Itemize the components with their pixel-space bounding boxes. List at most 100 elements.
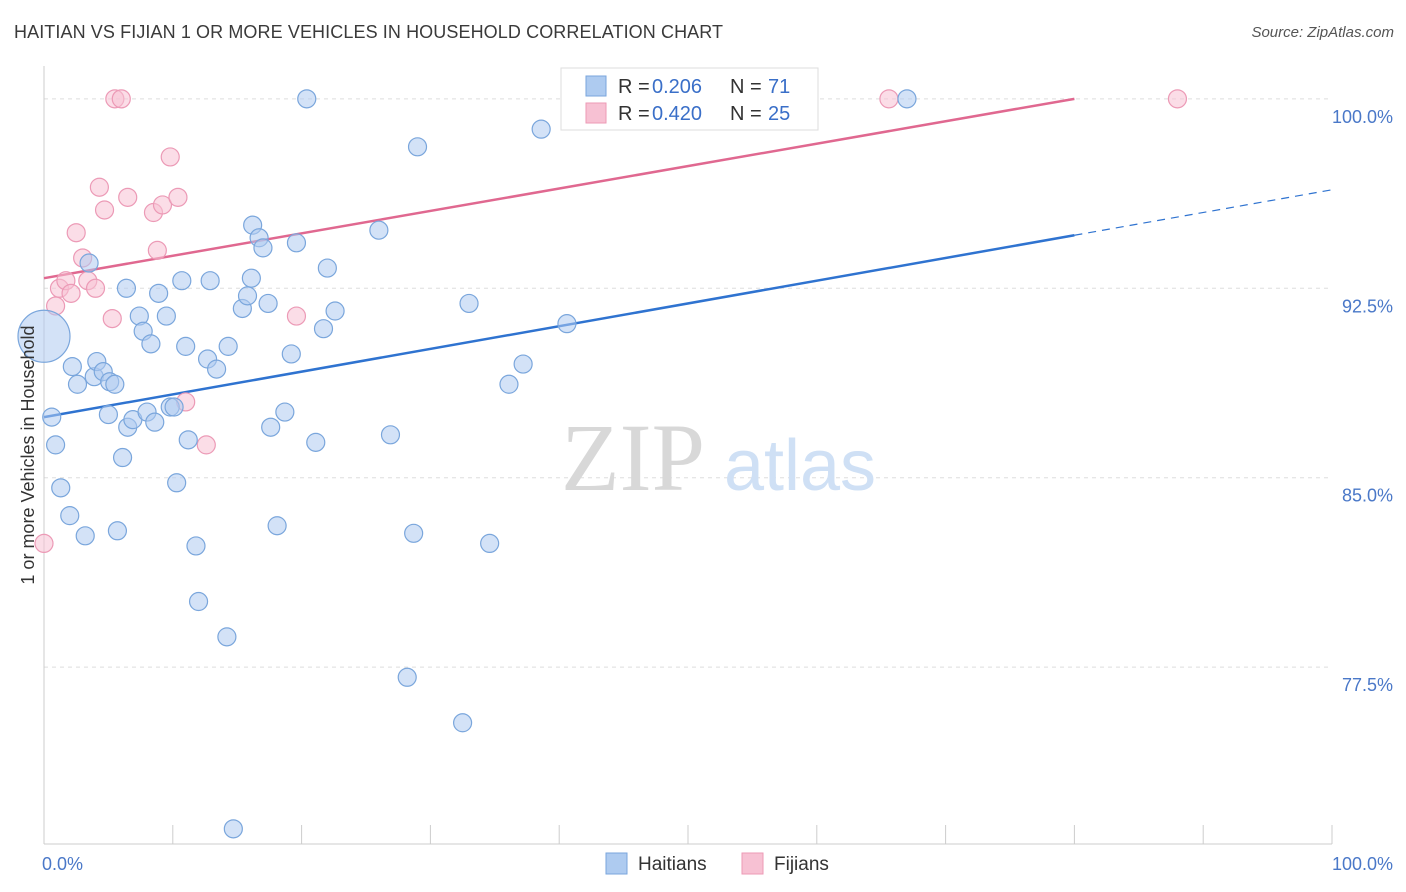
haitian-point: [297, 89, 317, 109]
watermark-atlas: atlas: [724, 426, 876, 506]
fijian-r-label: R =: [618, 103, 650, 125]
fijian-point: [160, 147, 180, 167]
haitian-point: [317, 258, 337, 278]
haitian-point: [17, 309, 71, 363]
haitian-n-value: 71: [768, 76, 790, 98]
haitian-point: [453, 713, 473, 733]
watermark: ZIP atlas: [561, 404, 876, 511]
haitian-point: [62, 356, 82, 377]
fijian-point: [61, 283, 81, 303]
haitian-point: [253, 238, 273, 258]
haitian-point: [258, 293, 278, 314]
haitian-point: [407, 137, 428, 157]
axes: [43, 66, 1333, 845]
fijian-point: [89, 177, 109, 197]
haitian-n-label: N =: [730, 76, 762, 98]
haitian-point: [513, 354, 533, 374]
chart-title: HAITIAN VS FIJIAN 1 OR MORE VEHICLES IN …: [14, 22, 724, 42]
haitian-point: [186, 536, 206, 556]
haitian-trend-extension: [1074, 189, 1333, 236]
haitian-point: [107, 521, 128, 541]
haitian-point: [459, 293, 479, 314]
watermark-zip: ZIP: [561, 404, 705, 511]
haitian-point: [404, 523, 424, 543]
fijian-point: [85, 278, 106, 298]
series-legend: Haitians Fijians: [605, 852, 829, 875]
haitian-point: [145, 412, 165, 432]
x-tick-labels: 0.0% 100.0%: [42, 854, 1393, 874]
haitian-point: [79, 253, 99, 273]
haitian-r-label: R =: [618, 76, 650, 98]
haitian-point: [67, 374, 88, 394]
haitian-point: [531, 119, 551, 139]
y-tick-label: 85.0%: [1342, 486, 1393, 506]
haitian-point: [241, 268, 261, 288]
haitian-point: [178, 430, 198, 450]
haitian-point: [897, 89, 917, 109]
haitian-point: [223, 819, 243, 839]
fijian-point: [66, 223, 86, 243]
fijian-point: [152, 195, 173, 215]
haitian-point: [188, 591, 209, 612]
haitian-point: [237, 286, 258, 306]
fijian-trend-line: [43, 97, 1075, 280]
fijian-point: [147, 240, 167, 260]
trend-lines: [43, 97, 1333, 419]
haitian-point: [261, 417, 281, 437]
haitian-point: [105, 374, 125, 394]
haitian-point: [51, 478, 71, 498]
haitian-r-value: 0.206: [652, 76, 702, 98]
fijian-n-value: 25: [768, 103, 790, 125]
haitian-point: [499, 374, 519, 394]
haitian-point: [306, 432, 326, 452]
haitian-point: [275, 402, 295, 422]
haitian-point: [149, 283, 169, 303]
y-tick-label: 77.5%: [1342, 675, 1393, 695]
haitian-point: [60, 506, 80, 526]
fijian-points: [34, 89, 1188, 554]
haitian-point: [112, 447, 133, 468]
fijian-n-label: N =: [730, 103, 762, 125]
y-tick-label: 92.5%: [1342, 296, 1393, 316]
haitian-point: [98, 404, 119, 425]
haitian-point: [557, 314, 577, 334]
fijian-point: [196, 435, 216, 455]
stats-legend: R = 0.206 N = 71 R = 0.420 N = 25: [560, 67, 819, 131]
haitian-point: [313, 319, 334, 339]
fijian-legend-swatch: [585, 102, 607, 124]
haitian-point: [167, 473, 187, 493]
fijians-legend-swatch: [741, 852, 764, 875]
haitian-point: [42, 407, 62, 427]
haitian-point: [380, 425, 401, 445]
fijian-point: [168, 187, 188, 207]
fijian-point: [102, 308, 122, 329]
haitian-point: [156, 306, 176, 326]
source-label: Source: ZipAtlas.com: [1251, 24, 1394, 41]
x-tick-label-max: 100.0%: [1332, 854, 1393, 874]
haitian-point: [218, 336, 238, 356]
haitians-legend-label: Haitians: [638, 854, 707, 875]
fijian-point: [118, 187, 138, 207]
y-axis-title: 1 or more Vehicles in Household: [18, 325, 38, 584]
haitian-point: [116, 278, 137, 298]
fijians-legend-label: Fijians: [774, 854, 829, 875]
haitian-points: [17, 89, 917, 839]
haitian-point: [176, 336, 196, 356]
haitian-point: [206, 359, 227, 379]
haitian-point: [267, 516, 287, 536]
fijian-point: [111, 89, 131, 109]
haitian-point: [325, 301, 345, 321]
haitian-point: [480, 533, 500, 554]
haitian-point: [217, 627, 237, 647]
fijian-point: [1167, 89, 1188, 109]
fijian-r-value: 0.420: [652, 103, 702, 125]
fijian-point: [94, 200, 115, 220]
haitian-point: [369, 220, 389, 240]
haitian-point: [281, 344, 301, 364]
haitian-point: [141, 334, 161, 354]
haitian-point: [164, 397, 184, 417]
y-tick-label: 100.0%: [1332, 107, 1393, 127]
haitian-point: [45, 435, 66, 455]
x-tick-label-min: 0.0%: [42, 854, 83, 874]
